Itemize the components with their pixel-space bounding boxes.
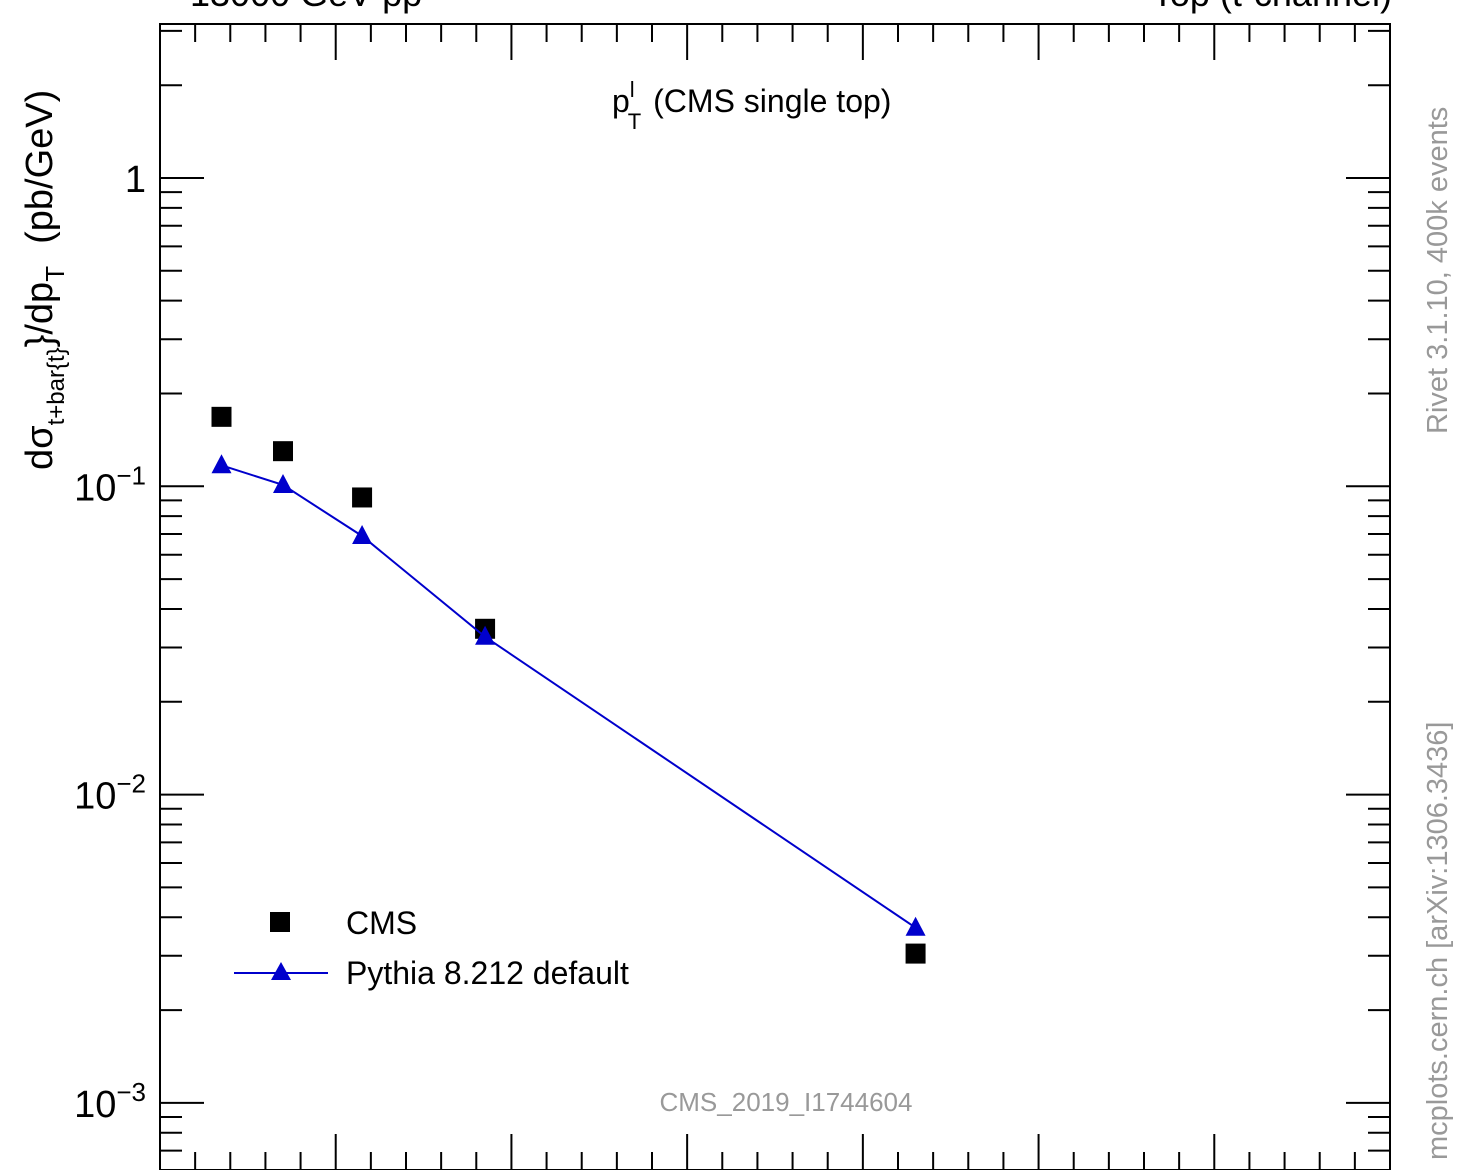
title-main: p	[612, 83, 630, 119]
y-tick-label: 10−3	[74, 1077, 146, 1126]
ylabel-middle: }/dp	[19, 282, 61, 348]
data-point-pythia	[905, 916, 926, 936]
y-axis-label: dσt+bar{t}}/dpT (pb/GeV)	[19, 90, 70, 470]
analysis-annotation: CMS_2019_I1744604	[660, 1087, 913, 1117]
rivet-version-label: Rivet 3.1.10, 400k events	[1422, 107, 1454, 434]
title-sub: T	[628, 109, 641, 134]
chart-title: pl T (CMS single top)	[612, 77, 891, 134]
y-tick-label: 10−2	[74, 769, 146, 818]
data-point-cms	[352, 487, 373, 508]
header-left-label: 13000 GeV pp	[190, 0, 422, 14]
ylabel-sub: t+bar{t}	[43, 347, 70, 425]
series-line-1	[221, 464, 917, 929]
ylabel-units: (pb/GeV)	[19, 90, 61, 244]
axis-ticks	[159, 24, 1391, 1170]
y-tick-label: 10−1	[74, 460, 146, 509]
data-point-cms	[273, 441, 293, 462]
data-point-pythia	[352, 524, 373, 544]
title-rest: (CMS single top)	[653, 83, 891, 119]
header-right-label: Top (t-channel)	[1152, 0, 1392, 14]
ylabel-sigma: dσ	[19, 425, 61, 470]
data-point-pythia	[273, 473, 293, 493]
legend: CMS Pythia 8.212 default	[234, 905, 629, 991]
data-point-pythia	[211, 454, 232, 474]
plot-frame	[159, 23, 1391, 1170]
source-label: mcplots.cern.ch [arXiv:1306.3436]	[1422, 722, 1454, 1160]
data-point-cms	[211, 406, 232, 427]
legend-marker-pythia	[271, 962, 291, 980]
y-tick-labels: 1 10−1 10−2 10−3	[74, 159, 146, 1126]
legend-marker-cms	[270, 912, 290, 932]
data-point-pythia	[475, 625, 496, 645]
data-point-cms	[905, 943, 926, 964]
title-sup: l	[630, 77, 635, 102]
ylabel-sub2: T	[40, 266, 70, 282]
legend-label-pythia: Pythia 8.212 default	[346, 955, 629, 991]
legend-label-cms: CMS	[346, 905, 417, 941]
data-series	[211, 406, 926, 964]
y-tick-label: 1	[125, 159, 146, 201]
